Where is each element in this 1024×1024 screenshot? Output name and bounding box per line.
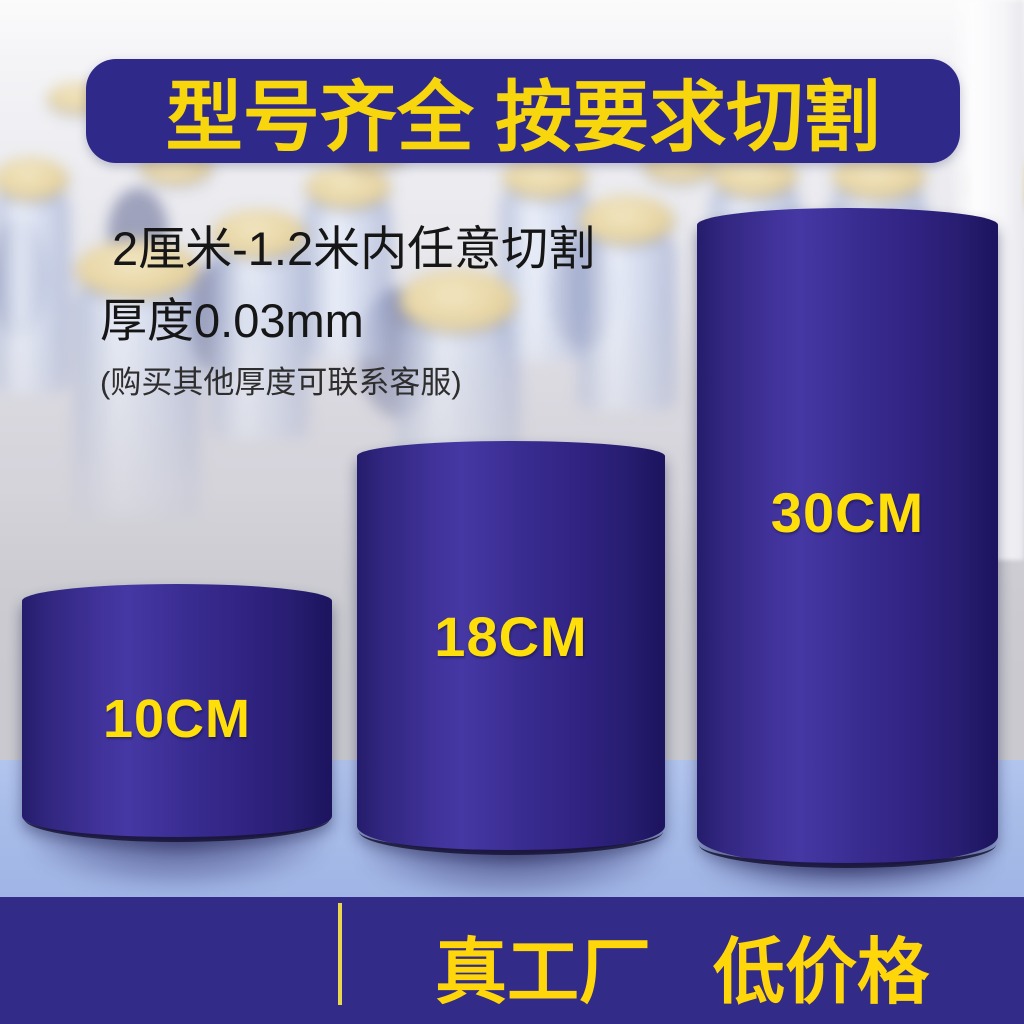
film-roll-bottom-rim bbox=[699, 821, 996, 868]
roll-size-label-10cm: 10CM bbox=[102, 689, 252, 749]
film-roll-bottom-rim bbox=[359, 808, 663, 855]
footer-text-factory: 真工厂 bbox=[434, 933, 651, 1013]
film-roll-body bbox=[357, 441, 665, 853]
film-roll-body bbox=[697, 208, 998, 866]
film-roll-18cm: 18CM bbox=[357, 441, 665, 855]
footer-text-price: 低价格 bbox=[713, 933, 930, 1013]
spec-service-note: (购买其他厚度可联系客服) bbox=[100, 365, 462, 400]
footer-banner: 真工厂 低价格 bbox=[0, 897, 1024, 1024]
spec-thickness: 厚度0.03mm bbox=[100, 294, 364, 347]
promo-banner-title: 型号齐全 按要求切割 bbox=[165, 74, 881, 161]
film-roll-30cm: 30CM bbox=[697, 208, 998, 868]
promo-banner: 型号齐全 按要求切割 bbox=[86, 59, 960, 163]
roll-size-label-18cm: 18CM bbox=[434, 605, 588, 668]
film-roll-10cm: 10CM bbox=[22, 584, 332, 842]
footer-slogan: 真工厂 低价格 bbox=[340, 897, 1024, 1024]
spec-cut-range: 2厘米-1.2米内任意切割 bbox=[112, 222, 596, 275]
film-roll-bottom-rim bbox=[24, 795, 330, 842]
footer-divider-line bbox=[338, 903, 342, 1005]
roll-size-label-30cm: 30CM bbox=[770, 481, 925, 544]
